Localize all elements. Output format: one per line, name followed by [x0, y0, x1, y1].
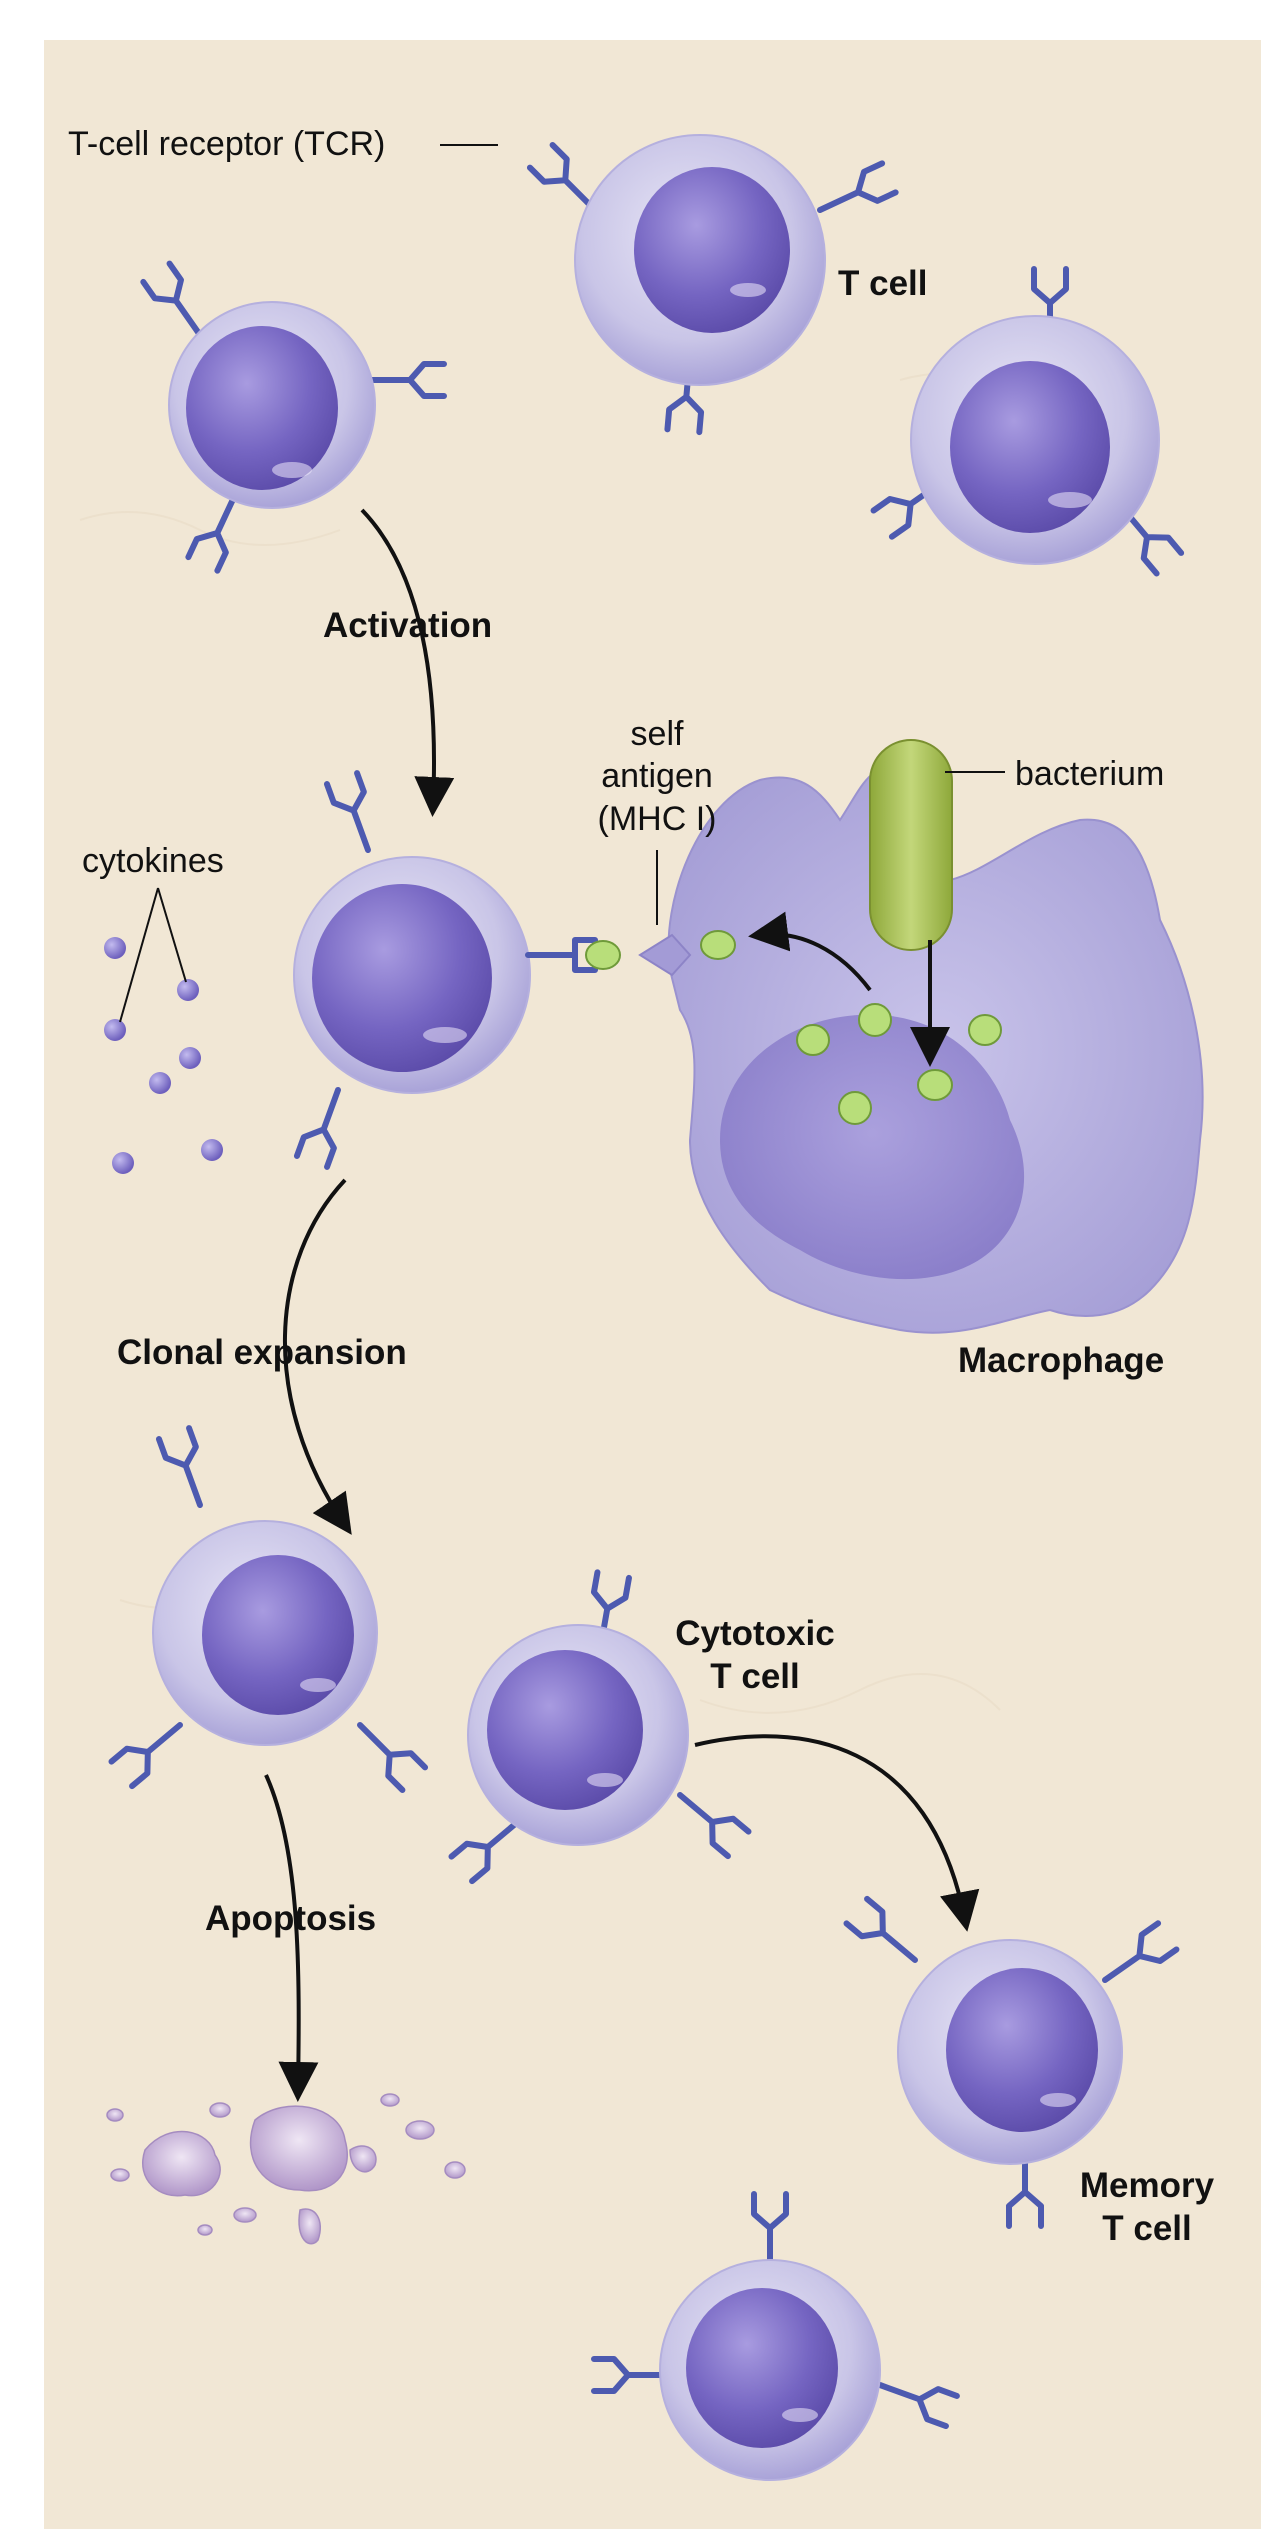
memory-label-line2: T cell [1102, 2209, 1191, 2248]
bacterium [869, 739, 953, 951]
apoptosis-arrow [264, 1774, 319, 2102]
memory-t-cell [846, 1899, 1176, 2226]
self-antigen-label-line1: self [631, 715, 684, 753]
apoptosis-label: Apoptosis [205, 1899, 376, 1938]
t-cell-activated [293, 773, 598, 1167]
arrow-antigen-present [748, 911, 872, 992]
cytotoxic-label-line1: Cytotoxic [675, 1614, 834, 1653]
t-cell-top-center [530, 134, 896, 432]
activation-label: Activation [323, 606, 492, 645]
cytotoxic-label-line2: T cell [710, 1657, 799, 1696]
cytokine-particles [104, 937, 223, 1174]
activation-arrow [360, 508, 455, 817]
cytokines-label: cytokines [82, 842, 224, 880]
t-cell-top-left [143, 264, 444, 571]
clonal-expansion-label: Clonal expansion [117, 1333, 407, 1372]
t-cell-label: T cell [838, 264, 927, 303]
tcr-label: T-cell receptor (TCR) [68, 125, 385, 163]
memory-t-cell-second [594, 2194, 957, 2481]
t-cell-top-right [874, 269, 1182, 574]
clonal-expansion-arrow [282, 1178, 352, 1535]
bacterium-label: bacterium [1015, 755, 1164, 793]
self-antigen-label-line3: (MHC I) [598, 800, 717, 838]
antigen-fragments [585, 930, 1002, 1125]
apoptotic-debris [106, 2093, 466, 2245]
cytokine-leader-lines [119, 887, 187, 1023]
memory-arrow [694, 1734, 980, 1932]
cytotoxic-t-cell [451, 1572, 748, 1881]
t-cell-progeny [111, 1428, 425, 1790]
memory-label-line1: Memory [1080, 2166, 1215, 2205]
self-antigen-label-line2: antigen [601, 757, 713, 795]
macrophage-label: Macrophage [958, 1341, 1164, 1380]
